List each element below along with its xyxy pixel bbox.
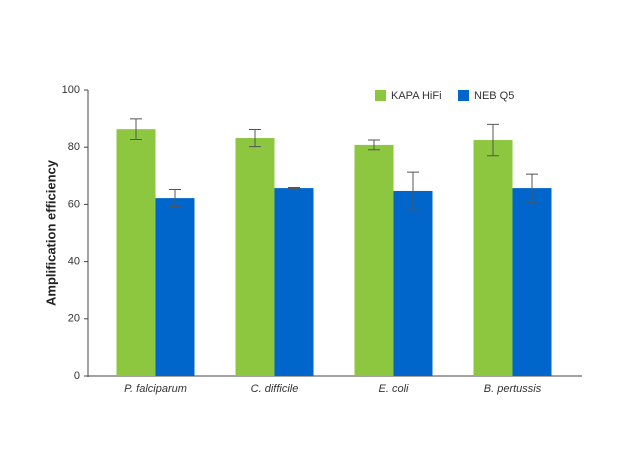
error-bar [487, 123, 499, 157]
y-tick-label: 80 [68, 141, 80, 153]
y-axis-label: Amplification efficiency [43, 159, 58, 306]
error-bar [288, 187, 300, 190]
bar [354, 144, 394, 376]
legend-swatch [458, 90, 469, 101]
x-tick-label: C. difficile [251, 383, 299, 395]
y-tick-label: 100 [62, 84, 80, 96]
error-bar [249, 128, 261, 148]
y-tick-label: 20 [68, 313, 80, 325]
y-tick-label: 40 [68, 256, 80, 268]
bar [235, 138, 275, 376]
x-tick-label: P. falciparum [124, 383, 187, 395]
x-tick-label: B. pertussis [484, 383, 542, 395]
error-bar [407, 171, 419, 211]
bar [512, 188, 552, 376]
error-bar [169, 189, 181, 208]
y-tick-label: 0 [74, 370, 80, 382]
x-tick-label: E. coli [379, 383, 410, 395]
legend-label: KAPA HiFi [391, 90, 442, 102]
bar [155, 198, 195, 376]
error-bar [368, 139, 380, 151]
bar [116, 129, 156, 376]
legend-swatch [375, 90, 386, 101]
bar [473, 140, 513, 376]
bar [274, 188, 314, 376]
y-tick-label: 60 [68, 198, 80, 210]
legend-label: NEB Q5 [474, 90, 514, 102]
error-bar [130, 118, 142, 140]
error-bar [526, 173, 538, 203]
bar [393, 190, 433, 376]
